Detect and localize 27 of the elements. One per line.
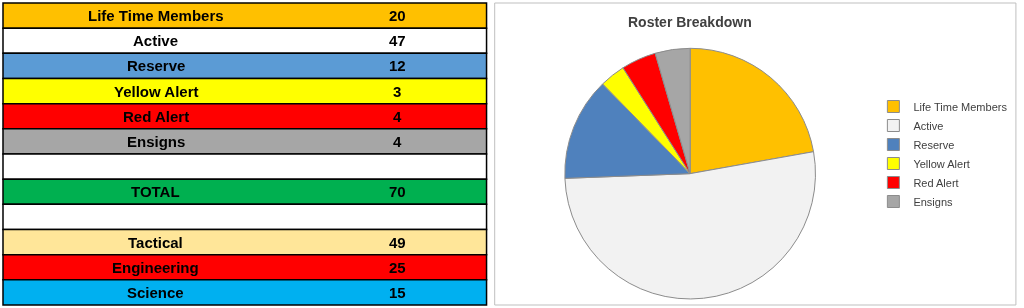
data-label: 3 bbox=[393, 83, 402, 100]
category-label: Active bbox=[133, 32, 179, 49]
legend-label: Red Alert bbox=[913, 176, 959, 189]
category-label: Life Time Members bbox=[88, 7, 224, 24]
category-label: Ensigns bbox=[127, 133, 186, 150]
data-label: 47 bbox=[389, 32, 406, 49]
category-label: Tactical bbox=[128, 234, 183, 251]
legend-label: Active bbox=[913, 119, 944, 132]
legend-label: Ensigns bbox=[913, 195, 954, 208]
data-label: 15 bbox=[389, 284, 406, 301]
data-label: 20 bbox=[389, 7, 406, 24]
category-label: Reserve bbox=[127, 57, 186, 74]
data-label: 4 bbox=[393, 133, 402, 150]
category-label: Science bbox=[127, 284, 184, 301]
data-label: 4 bbox=[393, 108, 402, 125]
legend-label: Reserve bbox=[913, 138, 955, 151]
data-label: 70 bbox=[389, 183, 406, 200]
category-label: Engineering bbox=[112, 259, 199, 276]
chart-title: Roster Breakdown bbox=[628, 14, 752, 30]
category-label: TOTAL bbox=[131, 183, 180, 200]
category-label: Red Alert bbox=[123, 108, 190, 125]
category-label: Yellow Alert bbox=[114, 83, 199, 100]
legend-label: Yellow Alert bbox=[913, 157, 970, 170]
data-label: 12 bbox=[389, 57, 406, 74]
data-label: 49 bbox=[389, 234, 406, 251]
legend-label: Life Time Members bbox=[913, 100, 1008, 113]
data-label: 25 bbox=[389, 259, 406, 276]
